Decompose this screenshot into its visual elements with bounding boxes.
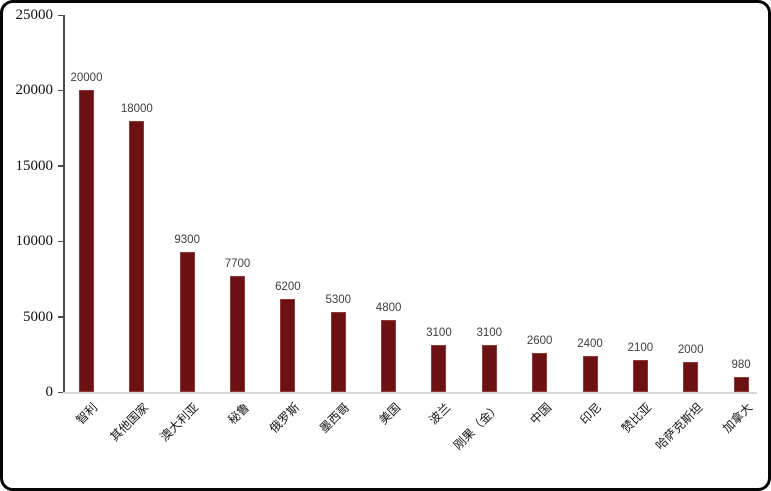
bar xyxy=(179,251,195,392)
bar-value-label: 3100 xyxy=(476,327,503,340)
bar xyxy=(632,360,648,392)
category-label: 哈萨克斯坦 xyxy=(652,400,705,453)
y-tick-label: 10000 xyxy=(15,233,54,250)
bar xyxy=(481,345,497,392)
y-tick-label: 5000 xyxy=(23,308,53,325)
category-label: 赞比亚 xyxy=(619,400,655,436)
y-tick-label: 25000 xyxy=(15,7,54,23)
bar xyxy=(532,352,548,392)
category-label: 俄罗斯 xyxy=(266,400,303,436)
bar-value-label: 18000 xyxy=(120,102,153,115)
bar-value-label: 6200 xyxy=(275,280,301,293)
y-tick-mark xyxy=(58,14,63,16)
y-tick-label: 0 xyxy=(45,384,54,400)
bar-value-label: 5300 xyxy=(325,294,352,307)
y-axis xyxy=(63,15,65,392)
y-tick-label: 20000 xyxy=(15,82,54,99)
bar-value-label: 4800 xyxy=(375,301,402,314)
bar-value-label: 20000 xyxy=(70,72,103,85)
category-label: 澳大利亚 xyxy=(157,400,202,445)
bar-value-label: 2100 xyxy=(627,342,654,355)
bar-value-label: 2600 xyxy=(526,334,553,347)
bar xyxy=(280,298,296,392)
category-label: 刚果（金） xyxy=(451,400,504,453)
y-tick-mark xyxy=(58,391,63,393)
bar xyxy=(431,345,447,392)
bar xyxy=(582,355,598,392)
category-label: 智利 xyxy=(73,400,101,428)
bar xyxy=(129,120,145,392)
bar xyxy=(733,377,749,392)
bar-value-label: 980 xyxy=(731,359,751,372)
bar-value-label: 2000 xyxy=(677,343,704,356)
bar-value-label: 9300 xyxy=(174,233,200,246)
category-label: 加拿大 xyxy=(719,400,756,436)
category-label: 中国 xyxy=(526,400,554,428)
y-tick-label: 15000 xyxy=(15,157,54,174)
category-label: 墨西哥 xyxy=(317,400,353,436)
bar xyxy=(79,90,94,392)
y-tick-mark xyxy=(58,89,63,92)
y-tick-mark xyxy=(58,316,63,318)
category-label: 印尼 xyxy=(577,400,605,428)
bar-value-label: 3100 xyxy=(426,327,452,340)
bar xyxy=(330,312,346,392)
bar-value-label: 2400 xyxy=(577,337,603,350)
category-label: 秘鲁 xyxy=(224,400,252,428)
category-label: 美国 xyxy=(375,400,403,428)
bar-value-label: 7700 xyxy=(224,257,251,270)
bar xyxy=(230,275,246,392)
category-label: 波兰 xyxy=(426,400,454,428)
bar xyxy=(683,361,699,392)
x-axis xyxy=(63,392,757,394)
y-tick-mark xyxy=(58,240,63,243)
category-label: 其他国家 xyxy=(107,400,152,445)
y-tick-mark xyxy=(58,165,63,167)
bar xyxy=(381,319,397,392)
